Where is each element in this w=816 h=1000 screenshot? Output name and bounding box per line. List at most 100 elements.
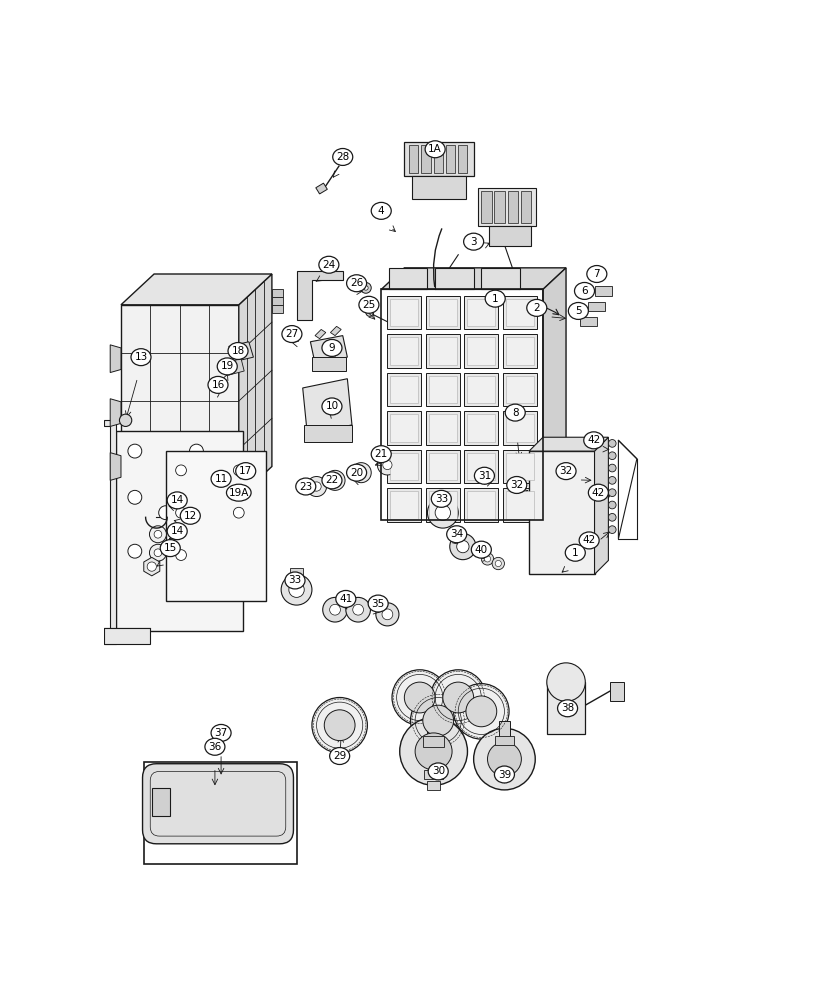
Text: 1A: 1A <box>428 144 442 154</box>
Ellipse shape <box>428 763 448 780</box>
Circle shape <box>189 544 203 558</box>
Circle shape <box>466 696 497 727</box>
Circle shape <box>450 533 476 560</box>
Text: 3: 3 <box>470 237 477 247</box>
FancyBboxPatch shape <box>495 736 514 745</box>
Circle shape <box>376 603 399 626</box>
FancyBboxPatch shape <box>428 718 440 751</box>
Ellipse shape <box>285 572 305 589</box>
FancyBboxPatch shape <box>468 414 495 442</box>
Text: 29: 29 <box>333 751 346 761</box>
FancyBboxPatch shape <box>426 334 459 368</box>
Ellipse shape <box>330 748 350 764</box>
Ellipse shape <box>574 282 595 299</box>
FancyBboxPatch shape <box>508 191 518 223</box>
Ellipse shape <box>322 339 342 356</box>
FancyBboxPatch shape <box>596 286 612 296</box>
Ellipse shape <box>347 275 366 292</box>
Text: 26: 26 <box>350 278 363 288</box>
FancyBboxPatch shape <box>503 373 537 406</box>
Ellipse shape <box>228 343 248 359</box>
Text: 8: 8 <box>512 408 518 418</box>
Text: 2: 2 <box>534 303 540 313</box>
FancyBboxPatch shape <box>388 296 421 329</box>
Text: 10: 10 <box>326 401 339 411</box>
FancyBboxPatch shape <box>388 373 421 406</box>
FancyBboxPatch shape <box>272 305 283 312</box>
Ellipse shape <box>446 526 467 543</box>
FancyBboxPatch shape <box>426 373 459 406</box>
FancyBboxPatch shape <box>143 764 294 844</box>
Text: 34: 34 <box>450 529 463 539</box>
FancyBboxPatch shape <box>503 411 537 445</box>
FancyBboxPatch shape <box>506 491 534 519</box>
Polygon shape <box>330 326 341 336</box>
Text: 13: 13 <box>135 352 148 362</box>
Circle shape <box>423 705 454 736</box>
FancyBboxPatch shape <box>388 411 421 445</box>
Circle shape <box>473 728 535 790</box>
FancyBboxPatch shape <box>424 770 443 779</box>
Circle shape <box>322 597 348 622</box>
Ellipse shape <box>371 202 391 219</box>
Ellipse shape <box>565 544 585 561</box>
Circle shape <box>366 309 374 316</box>
Circle shape <box>454 684 509 739</box>
FancyBboxPatch shape <box>429 453 457 480</box>
FancyBboxPatch shape <box>272 289 283 297</box>
Circle shape <box>154 549 162 557</box>
Ellipse shape <box>131 349 151 366</box>
FancyBboxPatch shape <box>433 145 443 173</box>
Text: 14: 14 <box>171 526 184 536</box>
Text: 1: 1 <box>572 548 579 558</box>
Text: 36: 36 <box>208 742 222 752</box>
FancyBboxPatch shape <box>468 376 495 403</box>
FancyBboxPatch shape <box>464 296 499 329</box>
FancyBboxPatch shape <box>423 736 445 747</box>
Polygon shape <box>121 274 272 305</box>
Circle shape <box>289 582 304 597</box>
Circle shape <box>189 444 203 458</box>
Text: 11: 11 <box>215 474 228 484</box>
FancyBboxPatch shape <box>391 376 419 403</box>
Ellipse shape <box>208 376 228 393</box>
FancyBboxPatch shape <box>481 191 492 223</box>
Polygon shape <box>543 268 566 520</box>
Polygon shape <box>110 453 121 480</box>
Ellipse shape <box>347 464 366 481</box>
Text: 25: 25 <box>362 300 375 310</box>
Circle shape <box>428 497 459 528</box>
FancyBboxPatch shape <box>429 299 457 326</box>
Circle shape <box>609 526 616 533</box>
Circle shape <box>435 505 450 520</box>
FancyBboxPatch shape <box>468 453 495 480</box>
Circle shape <box>361 282 371 293</box>
FancyBboxPatch shape <box>521 191 531 223</box>
Circle shape <box>492 557 504 570</box>
FancyBboxPatch shape <box>499 721 510 759</box>
Ellipse shape <box>319 256 339 273</box>
Ellipse shape <box>579 532 599 549</box>
Polygon shape <box>104 628 150 644</box>
FancyBboxPatch shape <box>391 337 419 365</box>
Ellipse shape <box>167 523 187 540</box>
Circle shape <box>353 604 364 615</box>
FancyBboxPatch shape <box>388 488 421 522</box>
FancyBboxPatch shape <box>494 191 505 223</box>
Text: 15: 15 <box>164 543 177 553</box>
Text: 32: 32 <box>560 466 573 476</box>
FancyBboxPatch shape <box>580 317 596 326</box>
Circle shape <box>457 540 469 553</box>
FancyBboxPatch shape <box>506 299 534 326</box>
Circle shape <box>154 530 162 538</box>
Circle shape <box>175 550 186 560</box>
FancyBboxPatch shape <box>391 414 419 442</box>
FancyBboxPatch shape <box>503 296 537 329</box>
Text: 39: 39 <box>498 770 511 780</box>
Circle shape <box>485 556 490 562</box>
Ellipse shape <box>205 738 225 755</box>
FancyBboxPatch shape <box>610 682 623 701</box>
Circle shape <box>609 477 616 484</box>
Circle shape <box>400 718 468 785</box>
FancyBboxPatch shape <box>428 781 440 790</box>
